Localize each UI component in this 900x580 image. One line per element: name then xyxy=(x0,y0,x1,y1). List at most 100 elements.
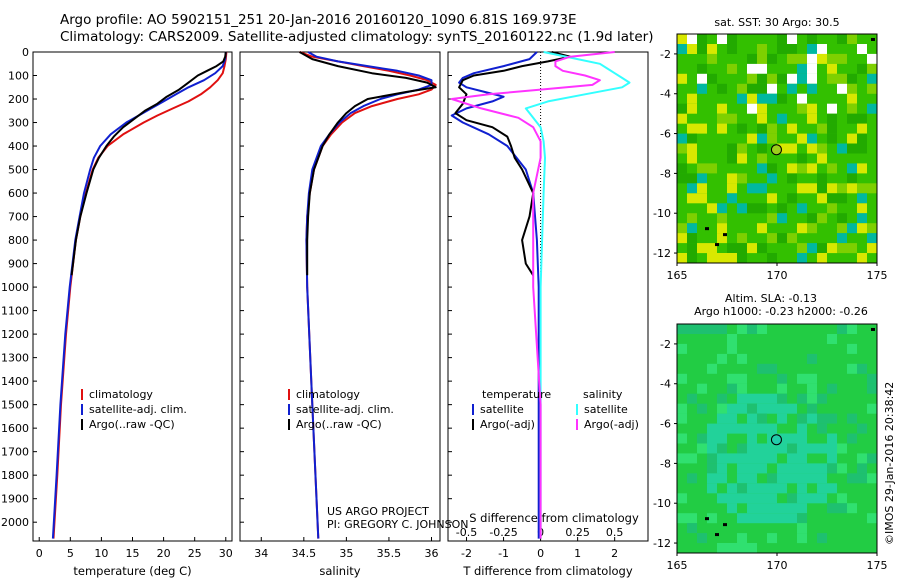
sst_map-cell xyxy=(857,253,867,263)
depth-tick-label: 1900 xyxy=(1,493,29,506)
sla_map-ytick-label: -6 xyxy=(660,418,671,431)
sst_map-cell xyxy=(737,243,747,254)
sst_map-cell xyxy=(777,203,787,214)
sla_map-cell xyxy=(737,383,747,394)
sla_map-cell xyxy=(747,503,757,514)
sst_map-cell xyxy=(827,133,837,144)
sla_map-cell xyxy=(687,473,697,484)
sst_map-cell xyxy=(687,34,697,44)
depth-tick-label: 100 xyxy=(8,70,29,83)
sla_map-cell xyxy=(777,413,787,424)
sla_map-cell xyxy=(847,413,857,424)
sst_map-cell xyxy=(807,63,817,74)
sla_map-cell xyxy=(697,324,707,334)
sst_map-cell xyxy=(687,44,697,54)
sst_map-cell xyxy=(687,153,697,164)
sla_map-cell xyxy=(827,383,837,394)
sla_map-cell xyxy=(807,413,817,424)
sst_map-cell xyxy=(747,183,757,194)
sst_map-cell xyxy=(767,233,777,244)
temperature-series-argo-raw-qc xyxy=(70,51,227,276)
sla_map-cell xyxy=(767,363,777,374)
sla_map-cell xyxy=(827,463,837,474)
sst_map-cell xyxy=(757,243,767,254)
differences-series-salinity-argo-adj xyxy=(450,51,615,539)
depth-tick-label: 500 xyxy=(8,164,29,177)
sla_map-cell xyxy=(827,443,837,454)
sst_map-cell xyxy=(807,53,817,64)
figure-title: Argo profile: AO 5902151_251 20-Jan-2016… xyxy=(60,12,577,28)
sst_map-cell xyxy=(747,93,757,104)
diff-legend-swatch xyxy=(472,404,474,415)
sla_map-island xyxy=(705,517,709,521)
sla_map-cell xyxy=(717,493,727,504)
sla_map-cell xyxy=(727,543,737,553)
sla_map-cell xyxy=(857,423,867,434)
sla_map-cell xyxy=(747,423,757,434)
sst_map-cell xyxy=(867,83,877,94)
sst_map-cell xyxy=(697,44,707,54)
sla_map-cell xyxy=(717,473,727,484)
sst_map-cell xyxy=(717,34,727,44)
sla_map-cell xyxy=(817,443,827,454)
sla_map-cell xyxy=(737,353,747,364)
sst_map-cell xyxy=(857,123,867,134)
sst_map-argo-location-marker xyxy=(770,144,782,156)
sst_map-cell xyxy=(857,193,867,204)
sst_map-cell xyxy=(727,143,737,154)
sla_map-cell xyxy=(787,473,797,484)
salinity-xtick-label: 34.5 xyxy=(292,547,317,560)
sst_map-cell xyxy=(807,73,817,84)
sla_map-cell xyxy=(777,463,787,474)
sla_map-cell xyxy=(737,373,747,384)
depth-tick-label: 2000 xyxy=(1,516,29,529)
sla_map-cell xyxy=(807,493,817,504)
sla_map-cell xyxy=(717,413,727,424)
sst_map-cell xyxy=(677,143,687,154)
salinity-series-argo-raw-qc xyxy=(299,51,437,276)
salinity-xtick-label: 36 xyxy=(424,547,438,560)
sla_map-cell xyxy=(697,433,707,444)
sst_map-cell xyxy=(867,183,877,194)
sla_map-cell xyxy=(787,403,797,414)
sla_map-cell xyxy=(787,443,797,454)
sla_map-cell xyxy=(807,373,817,384)
sst_map-cell xyxy=(737,153,747,164)
sst_map-cell xyxy=(817,153,827,164)
sst_map-cell xyxy=(697,173,707,184)
sst_map-cell xyxy=(717,253,727,263)
sla_map-cell xyxy=(757,453,767,464)
differences-xtick-label: 1 xyxy=(574,547,581,560)
sst_map-cell xyxy=(787,233,797,244)
sst_map-cell xyxy=(837,83,847,94)
sst_map-cell xyxy=(847,223,857,234)
sst_map-cell xyxy=(757,123,767,134)
sla_map-cell xyxy=(787,503,797,514)
sla_map-cell xyxy=(827,334,837,344)
sst_map-cell xyxy=(727,153,737,164)
sla_map-cell xyxy=(687,523,697,534)
sla_map-cell xyxy=(757,363,767,374)
depth-tick-label: 600 xyxy=(8,187,29,200)
salinity-diff-tick-label: 0.5 xyxy=(606,526,624,539)
sst_map-cell xyxy=(757,83,767,94)
depth-tick-label: 1400 xyxy=(1,375,29,388)
diff-legend-label: satellite xyxy=(480,403,524,416)
sla_map-cell xyxy=(707,473,717,484)
sla_map-cell xyxy=(737,513,747,524)
sla_map-cell xyxy=(707,324,717,334)
depth-tick-label: 1100 xyxy=(1,305,29,318)
timestamp: ©IMOS 29-Jan-2016 20:38:42 xyxy=(883,382,896,545)
sla_map-cell xyxy=(757,403,767,414)
salinity-legend-swatch xyxy=(288,389,290,400)
sla_map-cell xyxy=(737,453,747,464)
sla_map-cell xyxy=(767,443,777,454)
sla_map-cell xyxy=(737,543,747,553)
sla_map-cell xyxy=(817,413,827,424)
sst_map-cell xyxy=(757,133,767,144)
sst_map-cell xyxy=(737,93,747,104)
sst_map-island xyxy=(871,37,875,41)
sst_map-cell xyxy=(677,34,687,44)
temperature-legend-swatch xyxy=(81,404,83,415)
sst_map-cell xyxy=(807,83,817,94)
